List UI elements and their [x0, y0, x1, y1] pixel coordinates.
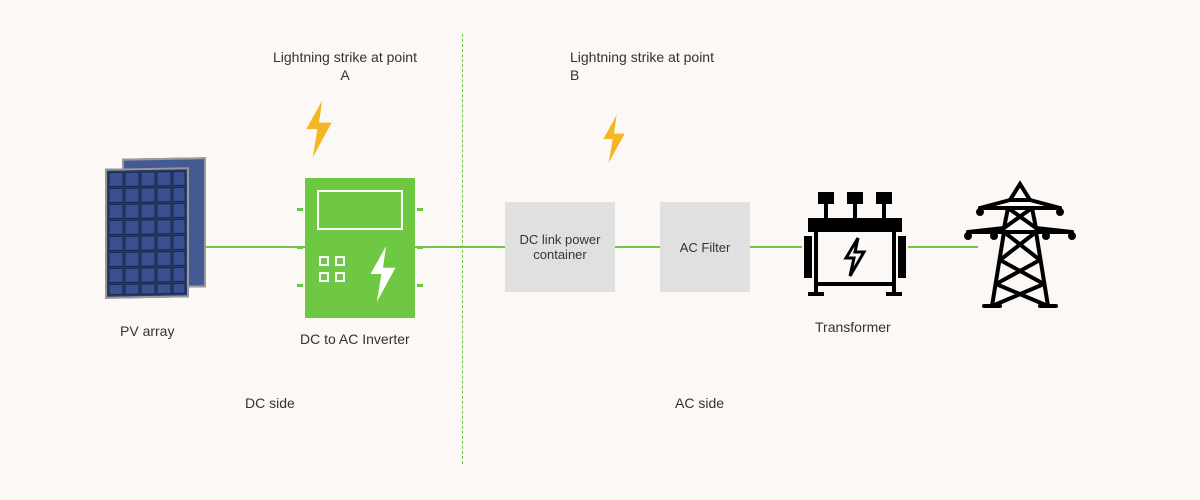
diagram-canvas: PV array Lightning strike at point A DC …: [0, 0, 1200, 500]
transformer-label: Transformer: [815, 318, 891, 336]
transformer-icon: [800, 192, 910, 302]
lightning-bolt-b-icon: [598, 115, 630, 163]
dclink-node: DC link power container: [505, 202, 615, 292]
inverter-node: [305, 178, 415, 318]
pv-grid-icon: [107, 169, 187, 296]
dc-side-label: DC side: [245, 395, 295, 411]
tower-node: [960, 180, 1080, 315]
inverter-tick: [417, 284, 423, 287]
inverter-screen: [317, 190, 403, 230]
dc-ac-divider: [462, 34, 463, 464]
connector-3: [615, 246, 660, 248]
connector-2: [415, 246, 505, 248]
transformer-node: [800, 192, 910, 307]
ac-side-label: AC side: [675, 395, 724, 411]
pv-panel-front: [105, 167, 189, 298]
acfilter-label: AC Filter: [680, 240, 731, 255]
connector-1: [205, 246, 305, 248]
strike-b-label: Lightning strike at point B: [570, 48, 720, 84]
inverter-tick: [417, 208, 423, 211]
inverter-btn-1: [319, 256, 329, 266]
inverter-bolt-icon: [363, 246, 403, 307]
inverter-btn-4: [335, 272, 345, 282]
strike-a-label: Lightning strike at point A: [270, 48, 420, 84]
inverter-label: DC to AC Inverter: [300, 330, 410, 348]
inverter-tick: [297, 246, 303, 249]
inverter-tick: [417, 246, 423, 249]
inverter-tick: [297, 208, 303, 211]
dclink-label: DC link power container: [511, 232, 609, 262]
inverter-btn-2: [335, 256, 345, 266]
transmission-tower-icon: [960, 180, 1080, 310]
pv-label: PV array: [120, 322, 174, 340]
connector-4: [750, 246, 802, 248]
lightning-bolt-a-icon: [300, 100, 338, 158]
inverter-tick: [297, 284, 303, 287]
inverter-btn-3: [319, 272, 329, 282]
acfilter-node: AC Filter: [660, 202, 750, 292]
